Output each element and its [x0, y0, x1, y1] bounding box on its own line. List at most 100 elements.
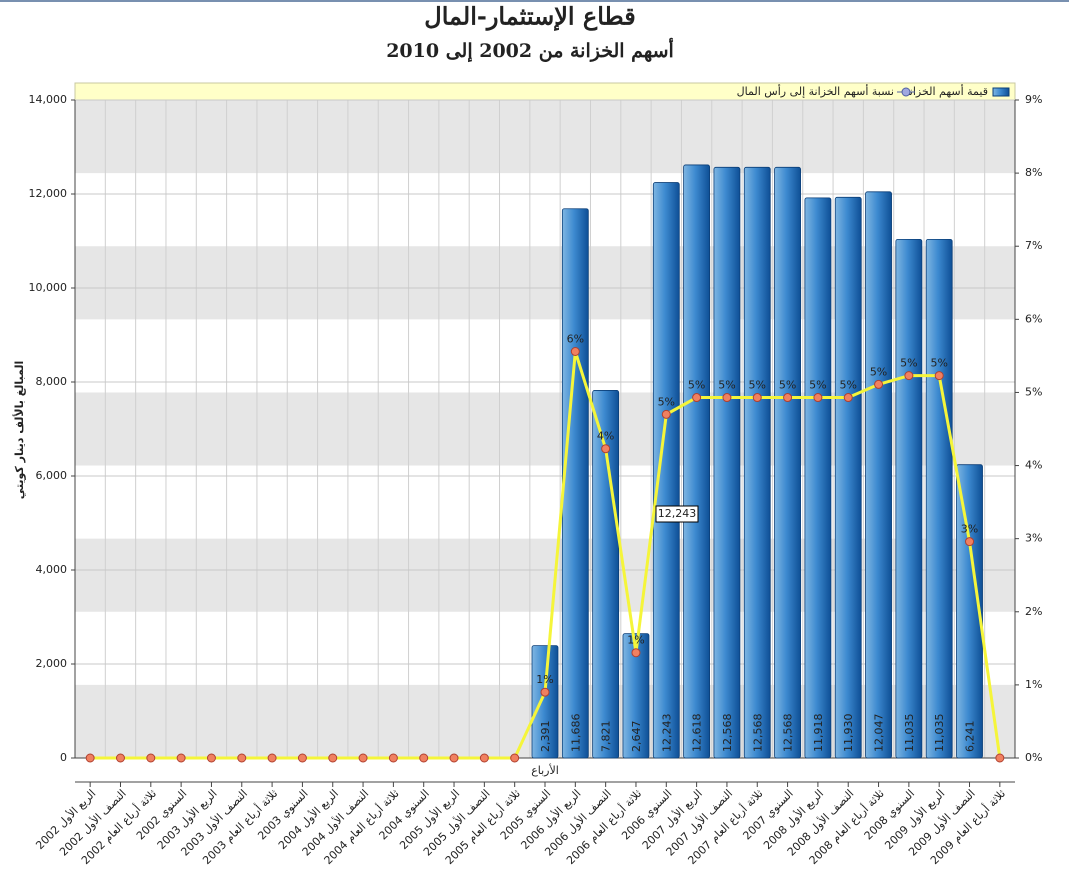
bar-value-label: 12,618 — [691, 714, 704, 753]
line-marker — [479, 753, 489, 763]
bar — [865, 191, 892, 759]
bar-value-label: 12,568 — [721, 714, 734, 753]
line-value-label: 4% — [597, 430, 614, 443]
bar-value-label: 2,647 — [630, 721, 643, 753]
bar-value-label: 11,035 — [933, 714, 946, 753]
line-marker — [85, 753, 95, 763]
line-marker — [388, 753, 398, 763]
bar — [622, 633, 650, 759]
bar-value-label: 11,930 — [842, 714, 855, 753]
y-tick-label: 14,000 — [29, 93, 68, 106]
line-marker — [115, 753, 125, 763]
line-marker — [995, 753, 1005, 763]
bar — [743, 166, 771, 759]
bar-value-label: 11,918 — [812, 714, 825, 753]
line-marker — [661, 409, 671, 419]
bar — [531, 645, 559, 759]
line-marker — [237, 753, 247, 763]
bar-value-label: 12,568 — [782, 714, 795, 753]
line-marker — [722, 393, 732, 403]
line-marker — [358, 753, 368, 763]
y2-tick-label: 9% — [1025, 93, 1042, 106]
y-tick-label: 6,000 — [36, 469, 68, 482]
line-value-label: 5% — [930, 357, 947, 370]
y2-tick-label: 2% — [1025, 605, 1042, 618]
line-marker — [510, 753, 520, 763]
y-tick-label: 2,000 — [36, 657, 68, 670]
line-marker — [601, 444, 611, 454]
line-value-label: 5% — [749, 379, 766, 392]
stripe — [75, 100, 1015, 174]
bar — [561, 208, 589, 759]
y2-tick-label: 3% — [1025, 532, 1042, 545]
line-marker — [419, 753, 429, 763]
line-value-label: 3% — [961, 523, 978, 536]
bar — [956, 464, 983, 759]
bar-value-label: 12,047 — [873, 714, 886, 753]
line-value-label: 5% — [718, 379, 735, 392]
x-axis-title: الأرباع — [531, 763, 559, 777]
legend-bar-icon — [992, 87, 1010, 97]
bar-value-label: 11,686 — [569, 714, 582, 753]
line-value-label: 1% — [536, 673, 553, 686]
line-value-label: 6% — [567, 333, 584, 346]
y-axis-title: المبالغ بالألف دينار كويتي — [12, 361, 26, 499]
line-marker — [328, 753, 338, 763]
y-tick-label: 4,000 — [36, 563, 68, 576]
line-marker — [904, 371, 914, 381]
y2-tick-label: 0% — [1025, 751, 1042, 764]
line-value-label: 5% — [688, 379, 705, 392]
line-value-label: 1% — [627, 634, 644, 647]
bar — [895, 238, 923, 759]
line-value-label: 5% — [870, 365, 887, 378]
bar — [652, 182, 680, 759]
line-marker — [752, 393, 762, 403]
line-marker — [297, 753, 307, 763]
bar — [925, 238, 953, 759]
y2-tick-label: 1% — [1025, 678, 1042, 691]
line-marker — [540, 687, 550, 697]
line-marker — [449, 753, 459, 763]
line-marker — [843, 393, 853, 403]
legend-marker-icon — [901, 87, 911, 97]
y2-tick-label: 5% — [1025, 385, 1042, 398]
bar — [774, 166, 801, 759]
tooltip: 12,243 — [658, 507, 697, 520]
line-marker — [267, 753, 277, 763]
line-value-label: 5% — [900, 357, 917, 370]
line-marker — [783, 393, 793, 403]
y2-tick-label: 7% — [1025, 239, 1042, 252]
y2-tick-label: 4% — [1025, 459, 1042, 472]
bar — [683, 164, 711, 759]
y-tick-label: 0 — [60, 751, 67, 764]
line-value-label: 5% — [779, 379, 796, 392]
bar — [834, 196, 862, 759]
line-marker — [570, 347, 580, 357]
line-marker — [146, 753, 156, 763]
line-marker — [813, 393, 823, 403]
line-marker — [631, 648, 641, 658]
line-value-label: 5% — [658, 395, 675, 408]
bar-value-label: 6,241 — [964, 721, 977, 753]
line-value-label: 5% — [839, 379, 856, 392]
tooltip-box — [655, 505, 699, 523]
legend-label: قيمة أسهم الخزانة — [904, 84, 988, 98]
bar-value-label: 2,391 — [539, 721, 552, 753]
line-value-label: 5% — [809, 379, 826, 392]
legend-label: نسبة أسهم الخزانة إلى رأس المال — [737, 84, 894, 98]
line-marker — [176, 753, 186, 763]
y2-tick-label: 8% — [1025, 166, 1042, 179]
bar — [804, 197, 832, 759]
chart-title: قطاع الإستثمار-المال — [424, 2, 635, 32]
line-marker — [934, 371, 944, 381]
y-tick-label: 12,000 — [29, 187, 68, 200]
bar — [713, 166, 741, 759]
bar-value-label: 12,243 — [660, 714, 673, 753]
line-marker — [965, 537, 975, 547]
chart-subtitle: أسهم الخزانة من 2002 إلى 2010 — [386, 37, 674, 63]
bar-value-label: 7,821 — [600, 721, 613, 753]
y-tick-label: 10,000 — [29, 281, 68, 294]
bar-value-label: 12,568 — [751, 714, 764, 753]
y2-tick-label: 6% — [1025, 312, 1042, 325]
